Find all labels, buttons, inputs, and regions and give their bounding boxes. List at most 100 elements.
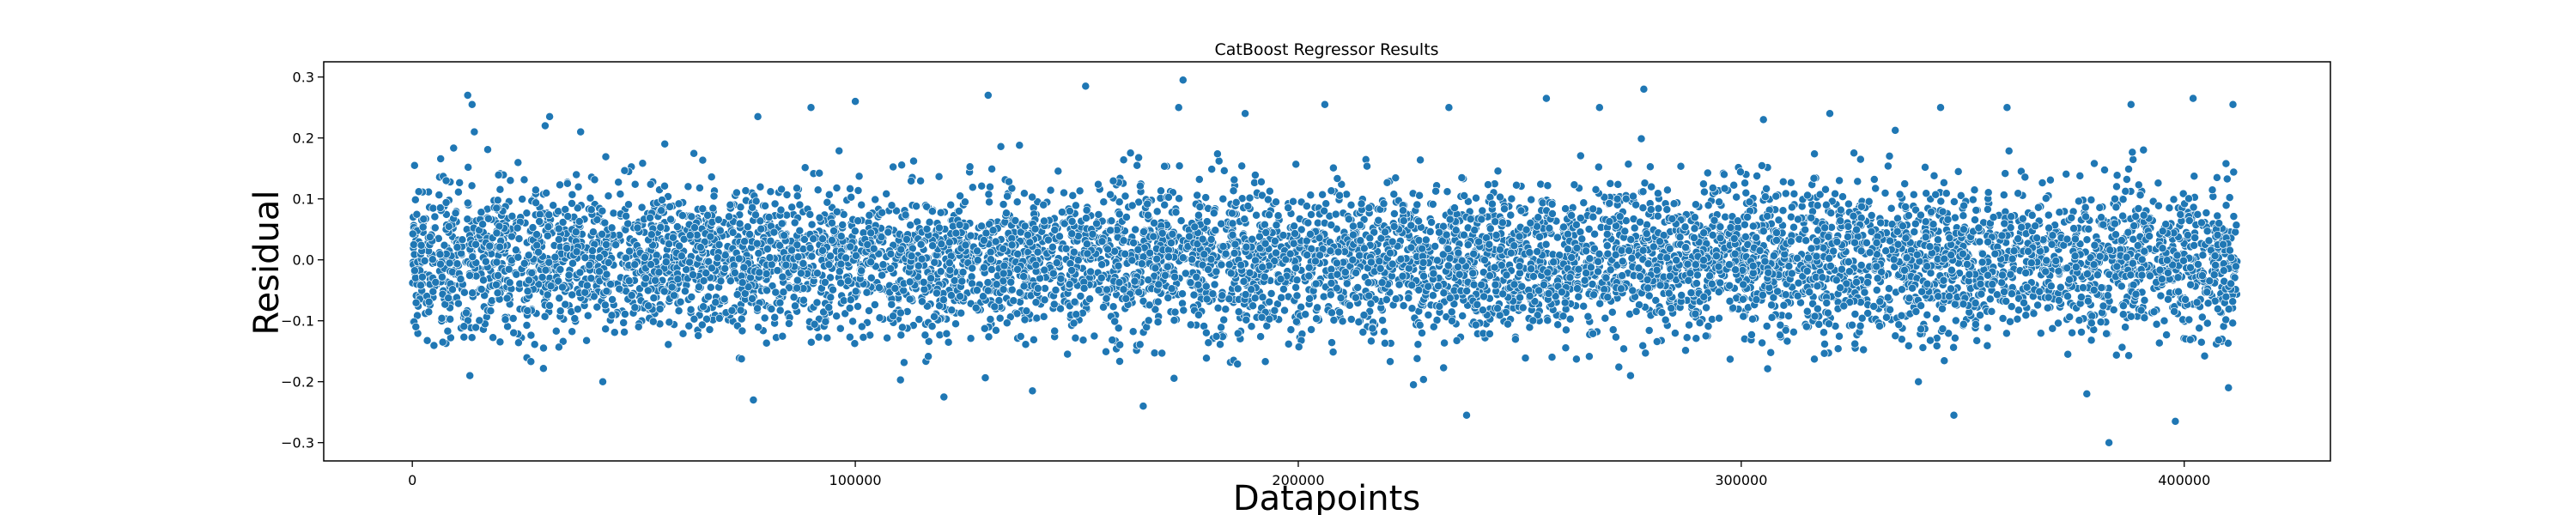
data-point (999, 200, 1008, 209)
data-point (1345, 300, 1354, 310)
data-point (1178, 299, 1187, 308)
data-point (1415, 191, 1425, 200)
data-point (1947, 284, 1955, 294)
data-point (1882, 312, 1891, 322)
data-point (2001, 169, 2010, 179)
data-point (698, 155, 708, 165)
data-point (851, 287, 860, 296)
data-point (1691, 200, 1700, 209)
data-point (1213, 303, 1223, 312)
data-point (848, 317, 858, 326)
data-point (1715, 313, 1723, 323)
data-point (1880, 189, 1890, 197)
data-point (846, 184, 854, 193)
data-point (875, 313, 884, 323)
data-point (2095, 203, 2105, 212)
data-point (857, 322, 866, 331)
data-point (2124, 351, 2134, 360)
data-point (2000, 288, 2009, 296)
data-point (1194, 210, 1203, 220)
data-point (1607, 307, 1617, 317)
data-point (1801, 236, 1811, 245)
data-point (446, 314, 455, 324)
data-point (981, 373, 990, 383)
data-point (899, 358, 908, 367)
data-point (1987, 306, 1996, 316)
data-point (743, 222, 752, 232)
data-point (944, 337, 953, 347)
data-point (1653, 211, 1662, 221)
data-point (2036, 329, 2045, 338)
data-point (1810, 149, 1820, 159)
data-point (1194, 175, 1204, 184)
data-point (1853, 177, 1862, 186)
data-point (1844, 199, 1853, 209)
data-point (2075, 171, 2085, 180)
data-point (789, 293, 799, 302)
data-point (1063, 349, 1072, 359)
data-point (1021, 340, 1030, 349)
data-point (2065, 312, 2075, 322)
data-point (874, 283, 884, 293)
data-point (455, 178, 465, 187)
data-point (871, 195, 880, 204)
data-point (1897, 311, 1906, 320)
data-point (878, 208, 887, 217)
data-point (1891, 125, 1900, 135)
data-point (1968, 195, 1978, 204)
data-point (1496, 192, 1504, 202)
data-point (857, 200, 866, 209)
data-point (741, 186, 750, 196)
data-point (1153, 297, 1163, 306)
data-point (835, 267, 844, 276)
data-point (1876, 218, 1886, 227)
data-point (1681, 346, 1690, 355)
data-point (1938, 207, 1947, 216)
data-point (1391, 173, 1400, 183)
data-point (1265, 297, 1274, 306)
data-point (646, 179, 655, 189)
data-point (1781, 189, 1790, 198)
data-point (1784, 262, 1794, 271)
data-point (2063, 349, 2073, 359)
data-point (1872, 286, 1881, 294)
data-point (1512, 180, 1521, 190)
data-point (839, 296, 848, 306)
data-point (1645, 162, 1655, 172)
data-point (1338, 317, 1347, 326)
data-point (1701, 331, 1710, 341)
data-point (453, 259, 462, 269)
data-point (946, 200, 956, 209)
data-point (582, 336, 592, 345)
data-point (2126, 312, 2136, 321)
data-point (991, 325, 1000, 335)
data-point (1242, 315, 1251, 324)
data-point (1675, 233, 1685, 242)
data-point (1571, 354, 1581, 364)
data-point (1060, 188, 1068, 197)
data-point (1921, 162, 1929, 172)
data-point (1212, 267, 1221, 276)
data-point (526, 357, 536, 367)
data-point (665, 202, 675, 211)
data-point (1762, 184, 1771, 193)
data-point (1823, 308, 1832, 318)
data-points (408, 76, 2242, 447)
data-point (1740, 220, 1749, 229)
data-point (2068, 328, 2077, 337)
data-point (1443, 187, 1452, 197)
data-point (1567, 211, 1577, 220)
data-point (1302, 202, 1311, 211)
data-point (1781, 290, 1790, 300)
data-point (1541, 239, 1551, 249)
data-point (1852, 277, 1861, 287)
data-point (708, 203, 718, 213)
data-point (2014, 189, 2023, 198)
data-point (1720, 184, 1729, 193)
data-point (1002, 318, 1012, 328)
data-point (655, 305, 665, 313)
data-point (2096, 318, 2105, 327)
data-point (2048, 324, 2057, 333)
data-point (1152, 254, 1162, 264)
data-point (1999, 191, 2008, 200)
